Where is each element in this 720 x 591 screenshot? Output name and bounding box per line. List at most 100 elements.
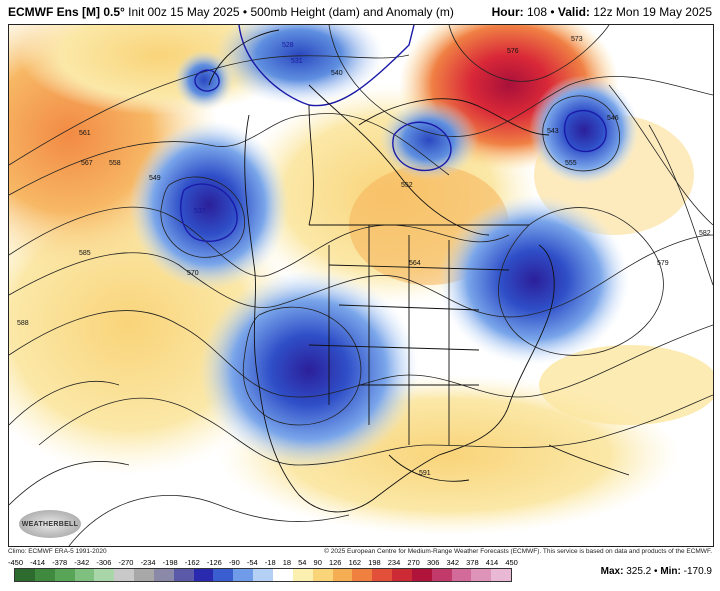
contour-label-528: 528 <box>282 42 294 49</box>
colorbar: -450 -414 -378 -342 -306 -270 -234 -198 -162 -126… <box>8 558 518 588</box>
contour-label-group: 528 531 537 540 543 546 549 552 555 558 … <box>17 36 711 477</box>
colorbar-swatch <box>491 569 512 581</box>
colorbar-swatch <box>74 569 95 581</box>
valid-time: 12z Mon 19 May 2025 <box>593 5 712 19</box>
contour-label-573: 573 <box>571 36 583 43</box>
colorbar-label: -90 <box>228 558 240 567</box>
header-left: ECMWF Ens [M] 0.5° Init 00z 15 May 2025 … <box>8 5 454 19</box>
weatherbell-logo: WEATHERBELL <box>19 510 81 538</box>
contour-label-558: 558 <box>109 160 121 167</box>
hour-label: Hour: <box>491 5 524 19</box>
colorbar-swatch <box>94 569 115 581</box>
colorbar-swatch <box>431 569 452 581</box>
contour-label-540: 540 <box>331 70 343 77</box>
contour-label-564: 564 <box>409 260 421 267</box>
contour-label-561: 561 <box>79 130 91 137</box>
colorbar-label: 162 <box>348 558 362 567</box>
coastlines <box>208 29 630 513</box>
colorbar-label: 234 <box>387 558 401 567</box>
colorbar-swatch <box>134 569 154 581</box>
valid-label: Valid: <box>557 5 590 19</box>
colorbar-swatch <box>471 569 492 581</box>
colorbar-label: -54 <box>246 558 258 567</box>
max-min-readout: Max: 325.2 • Min: -170.9 <box>600 566 712 577</box>
colorbar-label: 414 <box>485 558 499 567</box>
colorbar-swatch <box>451 569 472 581</box>
credits-bar: Climo: ECMWF ERA-5 1991-2020 © 2025 Euro… <box>8 545 712 557</box>
colorbar-label: -270 <box>118 558 134 567</box>
colorbar-label: 342 <box>446 558 460 567</box>
colorbar-swatch <box>372 569 393 581</box>
contour-label-591: 591 <box>419 470 431 477</box>
colorbar-label: 306 <box>426 558 440 567</box>
colorbar-label: -450 <box>8 558 24 567</box>
init-time: Init 00z 15 May 2025 <box>128 5 240 19</box>
colorbar-label: -198 <box>162 558 178 567</box>
header-right: Hour: 108 • Valid: 12z Mon 19 May 2025 <box>491 5 712 19</box>
header-sep: • <box>242 5 251 19</box>
anomaly-shading <box>9 25 713 535</box>
colorbar-swatch <box>292 569 313 581</box>
contour-label-546: 546 <box>607 115 619 122</box>
colorbar-swatch <box>173 569 194 581</box>
contour-label-531: 531 <box>291 58 303 65</box>
contour-label-555: 555 <box>565 160 577 167</box>
max-value: 325.2 <box>626 566 652 577</box>
contour-label-582: 582 <box>699 230 711 237</box>
colorbar-label: -18 <box>264 558 276 567</box>
colorbar-label: 378 <box>466 558 479 567</box>
colorbar-label: 18 <box>282 558 292 567</box>
min-label: Min: <box>660 566 681 577</box>
colorbar-swatch <box>15 569 35 581</box>
colorbar-swatch <box>312 569 333 581</box>
contour-label-570: 570 <box>187 270 199 277</box>
colorbar-label: 54 <box>298 558 307 567</box>
colorbar-label: 450 <box>505 558 518 567</box>
colorbar-label: -162 <box>184 558 200 567</box>
map-header: ECMWF Ens [M] 0.5° Init 00z 15 May 2025 … <box>0 0 720 24</box>
colorbar-label: -342 <box>74 558 90 567</box>
product-name: 500mb Height (dam) and Anomaly (m) <box>250 5 454 19</box>
copyright-text: © 2025 European Centre for Medium-Range … <box>324 547 712 555</box>
colorbar-label: 90 <box>313 558 322 567</box>
colorbar-swatch <box>153 569 174 581</box>
colorbar-label: 198 <box>368 558 381 567</box>
colorbar-label: -378 <box>52 558 68 567</box>
contour-label-567: 567 <box>81 160 93 167</box>
colorbar-labels: -450 -414 -378 -342 -306 -270 -234 -198 -162 -126… <box>8 558 518 568</box>
colorbar-label: -306 <box>96 558 112 567</box>
colorbar-swatch <box>233 569 254 581</box>
max-label: Max: <box>600 566 624 577</box>
contour-label-552: 552 <box>401 182 413 189</box>
colorbar-label: 270 <box>407 558 420 567</box>
model-name: ECMWF Ens [M] 0.5° <box>8 5 125 19</box>
contour-label-576: 576 <box>507 48 519 55</box>
colorbar-swatch <box>193 569 214 581</box>
colorbar-swatch <box>352 569 373 581</box>
colorbar-swatches <box>14 568 512 582</box>
colorbar-swatch <box>411 569 432 581</box>
min-value: -170.9 <box>683 566 712 577</box>
colorbar-swatch <box>54 569 75 581</box>
climo-text: Climo: ECMWF ERA-5 1991-2020 <box>8 547 107 555</box>
colorbar-label: 126 <box>328 558 342 567</box>
height-contours <box>9 25 713 546</box>
anomaly-map-svg: 528 531 537 540 543 546 549 552 555 558 … <box>9 25 713 546</box>
weather-map: 528 531 537 540 543 546 549 552 555 558 … <box>8 24 714 547</box>
colorbar-swatch <box>392 569 412 581</box>
colorbar-swatch <box>272 569 293 581</box>
hour-value: 108 <box>526 5 547 19</box>
colorbar-swatch <box>213 569 234 581</box>
colorbar-label: -234 <box>140 558 156 567</box>
contour-label-588: 588 <box>17 320 29 327</box>
colorbar-swatch <box>34 569 55 581</box>
contour-label-585: 585 <box>79 250 91 257</box>
colorbar-swatch <box>332 569 353 581</box>
contour-label-579: 579 <box>657 260 669 267</box>
contour-label-549: 549 <box>149 175 161 182</box>
colorbar-swatch <box>114 569 135 581</box>
colorbar-label: -414 <box>30 558 46 567</box>
contour-label-543: 543 <box>547 128 559 135</box>
colorbar-swatch <box>253 569 273 581</box>
colorbar-label: -126 <box>206 558 222 567</box>
